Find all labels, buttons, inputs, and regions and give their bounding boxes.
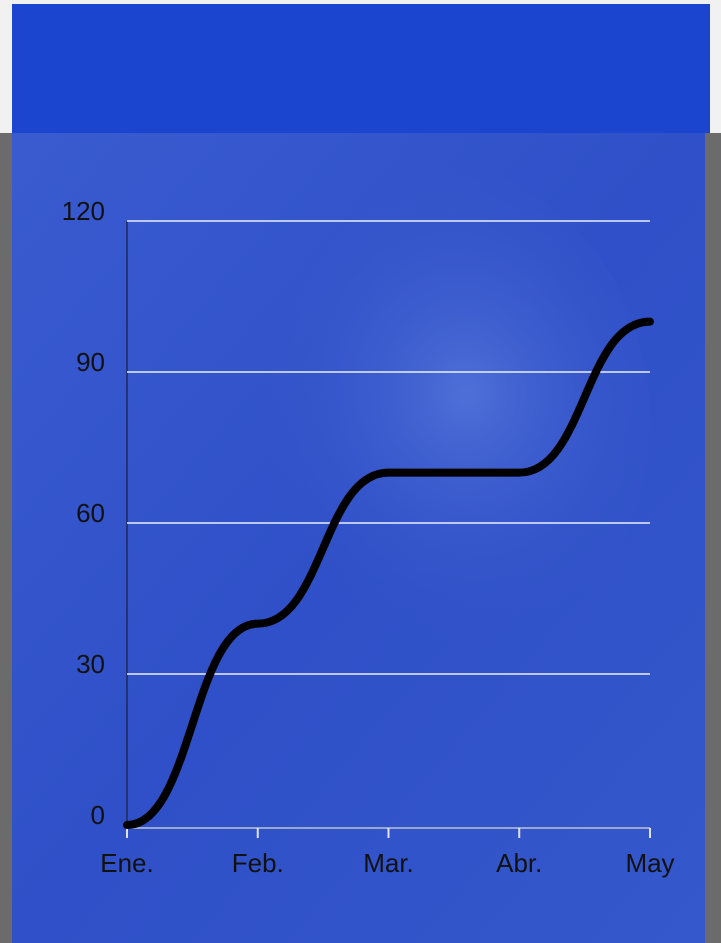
x-tick-label: Feb. (232, 848, 284, 878)
y-tick-label: 0 (91, 800, 105, 830)
data-line (123, 317, 654, 829)
x-tick-label: Abr. (496, 848, 542, 878)
x-tick-label: May (625, 848, 674, 878)
x-tick-label: Mar. (363, 848, 414, 878)
x-tick-label: Ene. (100, 848, 154, 878)
y-tick-label: 120 (62, 196, 105, 226)
header-block (12, 4, 710, 133)
photo-shading (190, 160, 650, 680)
y-tick-label: 90 (76, 347, 105, 377)
y-tick-label: 30 (76, 649, 105, 679)
y-tick-label: 60 (76, 498, 105, 528)
